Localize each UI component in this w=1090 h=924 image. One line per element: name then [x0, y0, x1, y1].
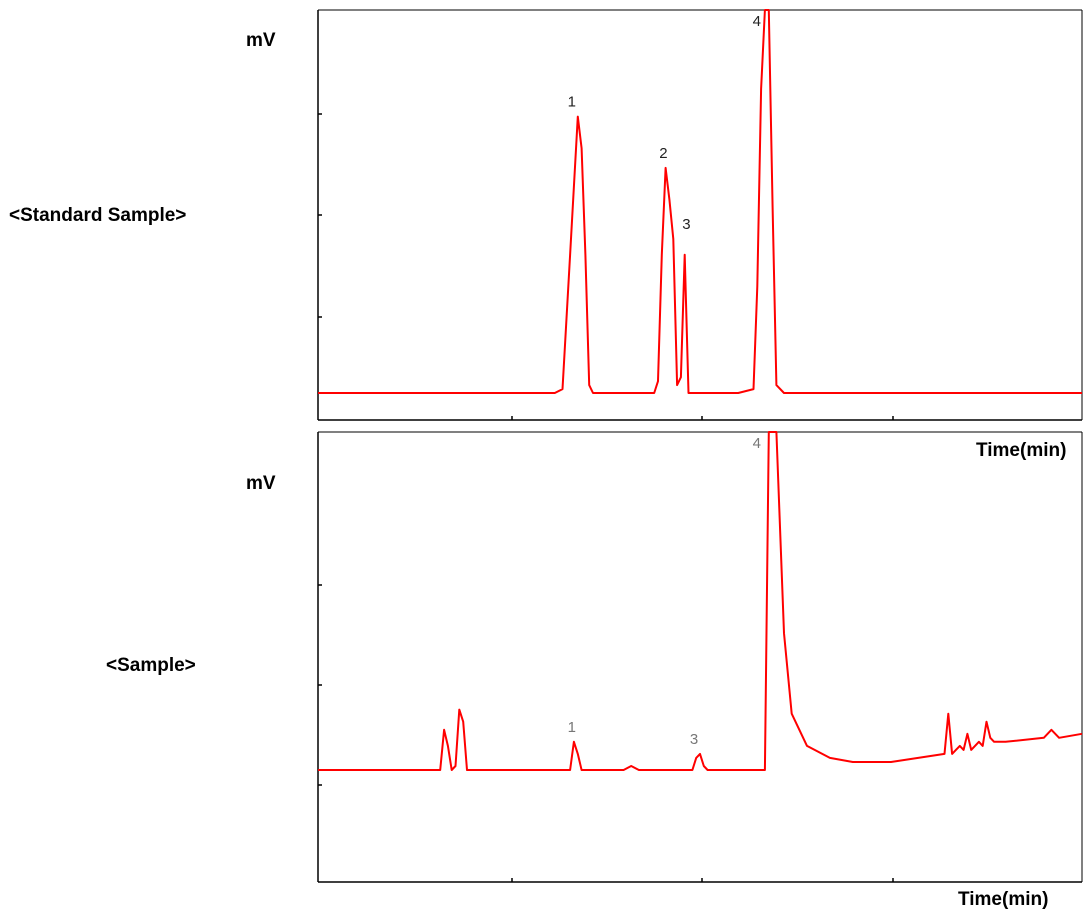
- chart-2: 1 3 4: [317, 431, 1083, 883]
- chromatogram-trace: [318, 9, 1082, 394]
- chromatogram-trace: [318, 431, 1083, 771]
- chart1-title: <Standard Sample>: [9, 205, 187, 226]
- chart-1: 1 2 3 4: [317, 9, 1083, 421]
- chart1-x-label: Time(min): [976, 440, 1067, 461]
- chart2-title: <Sample>: [106, 655, 196, 676]
- chart2-x-label: Time(min): [958, 889, 1049, 910]
- peak-label-4: 4: [753, 13, 761, 30]
- peak-label-1: 1: [568, 719, 576, 736]
- chart2-y-label: mV: [246, 473, 276, 494]
- peak-label-3: 3: [690, 731, 698, 748]
- peak-label-3: 3: [682, 216, 690, 233]
- peak-label-1: 1: [568, 94, 576, 111]
- peak-label-2: 2: [659, 145, 667, 162]
- peak-label-4: 4: [753, 435, 761, 452]
- chart1-y-label: mV: [246, 30, 276, 51]
